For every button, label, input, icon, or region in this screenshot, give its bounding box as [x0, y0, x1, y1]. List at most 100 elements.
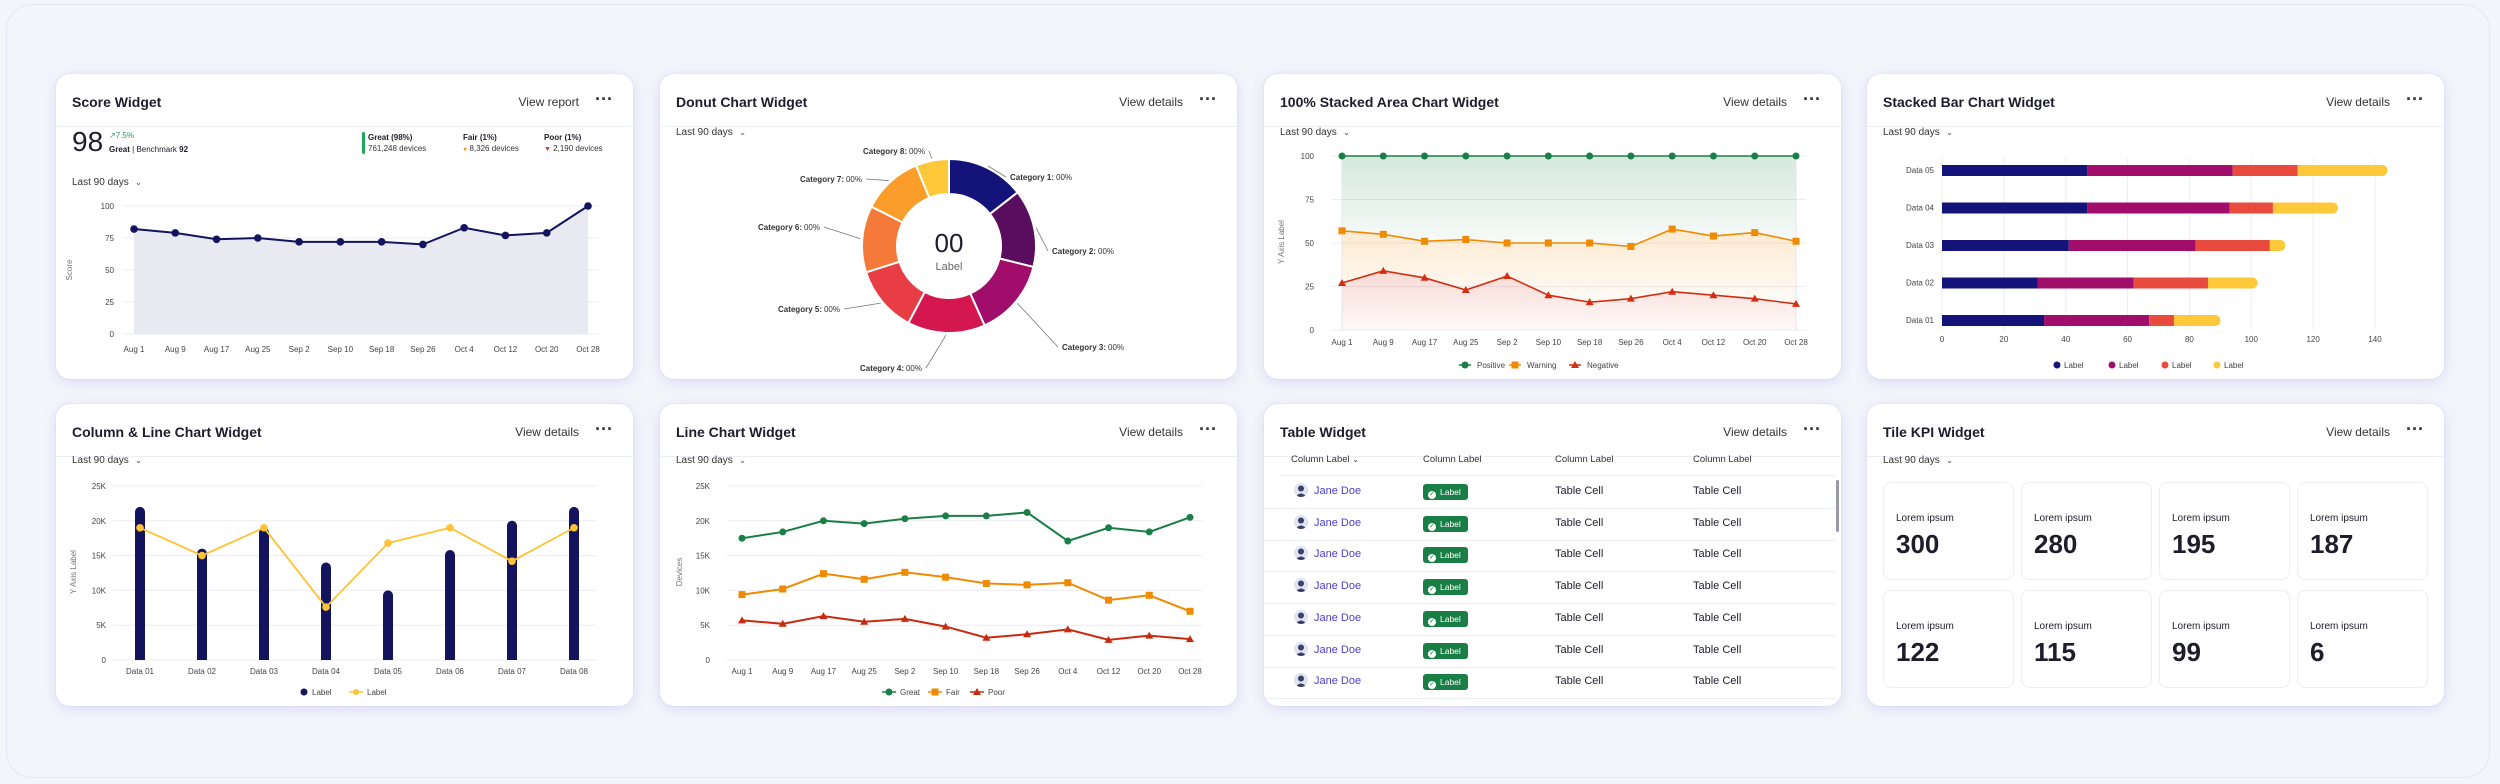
table-header-3[interactable]: Column Label — [1555, 454, 1614, 465]
more-horizontal-icon[interactable]: ··· — [595, 89, 613, 109]
kpi-tile[interactable]: Lorem ipsum 122 — [1883, 590, 2014, 688]
more-horizontal-icon[interactable]: ··· — [1199, 89, 1217, 109]
column-bar-base — [383, 654, 393, 660]
view-details-button[interactable]: View details — [1119, 95, 1183, 109]
table-row[interactable]: Jane Doe ✓ Label Table Cell Table Cell — [1264, 666, 1836, 700]
series-point — [1421, 237, 1429, 245]
series-point — [1792, 152, 1800, 160]
divider — [660, 456, 1237, 457]
view-report-button[interactable]: View report — [518, 95, 579, 109]
x-tick-label: Sep 2 — [894, 667, 915, 676]
person-name-link[interactable]: Jane Doe — [1314, 580, 1362, 593]
period-select[interactable]: Last 90 days ⌄ — [676, 455, 746, 466]
table-row[interactable]: Jane Doe ✓ Label Table Cell Table Cell — [1264, 603, 1836, 636]
period-select[interactable]: Last 90 days ⌄ — [676, 127, 746, 138]
y-tick-label: 50 — [105, 266, 114, 275]
y-tick-label: 10K — [696, 586, 711, 595]
more-horizontal-icon[interactable]: ··· — [595, 419, 613, 439]
score-point — [419, 240, 427, 249]
column-bar — [383, 590, 393, 660]
x-tick-label: Oct 20 — [1137, 667, 1161, 676]
series-point — [1186, 607, 1194, 615]
stacked-bar-segment — [1942, 277, 2038, 289]
more-horizontal-icon[interactable]: ··· — [2406, 419, 2424, 439]
series-point — [819, 517, 827, 525]
person-name-link[interactable]: Jane Doe — [1314, 516, 1362, 529]
kpi-value: 280 — [2034, 529, 2078, 559]
more-horizontal-icon[interactable]: ··· — [1803, 419, 1821, 439]
donut-leader — [843, 302, 881, 310]
period-select[interactable]: Last 90 days ⌄ — [1280, 127, 1350, 138]
table-row[interactable]: Jane Doe ✓ Label Table Cell Table Cell — [1264, 571, 1836, 605]
table-cell: Table Cell — [1555, 643, 1604, 656]
kpi-tile[interactable]: Lorem ipsum 300 — [1883, 482, 2014, 580]
stacked-area-widget-title: 100% Stacked Area Chart Widget — [1280, 94, 1499, 110]
more-horizontal-icon[interactable]: ··· — [2406, 89, 2424, 109]
status-badge-label: Label — [1440, 613, 1461, 624]
period-select[interactable]: Last 90 days ⌄ — [72, 455, 142, 466]
area-band — [1342, 229, 1796, 304]
series-point — [1586, 239, 1594, 247]
table-row[interactable]: Jane Doe ✓ Label Table Cell Table Cell — [1264, 635, 1836, 668]
table-widget: Table Widget View details ··· — [1264, 404, 1841, 706]
donut-leader — [987, 165, 1007, 178]
y-tick-label: 0 — [110, 330, 115, 339]
view-details-button[interactable]: View details — [1119, 425, 1183, 439]
person-name-link[interactable]: Jane Doe — [1314, 611, 1362, 624]
period-label: Last 90 days — [72, 455, 129, 466]
more-horizontal-icon[interactable]: ··· — [1803, 89, 1821, 109]
view-details-button[interactable]: View details — [2326, 425, 2390, 439]
legend-fair: Fair (1%) ● 8,326 devices — [463, 132, 519, 155]
person-name-link[interactable]: Jane Doe — [1314, 675, 1362, 688]
more-horizontal-icon[interactable]: ··· — [1199, 419, 1217, 439]
series-point — [982, 633, 991, 641]
table-cell: Table Cell — [1693, 548, 1742, 561]
legend-marker — [973, 688, 981, 695]
kpi-tile[interactable]: Lorem ipsum 99 — [2159, 590, 2290, 688]
column-bar-base — [135, 654, 145, 660]
donut-slice-label: Category 2: 00% — [1052, 247, 1114, 256]
view-details-button[interactable]: View details — [2326, 95, 2390, 109]
stacked-bar-segment — [1942, 315, 2045, 326]
table-row[interactable]: Jane Doe ✓ Label Table Cell Table Cell — [1264, 476, 1836, 509]
y-tick-label: 15K — [92, 552, 107, 561]
table-row[interactable]: Jane Doe ✓ Label Table Cell Table Cell — [1264, 508, 1836, 541]
legend-poor-label: Poor (1%) — [544, 133, 582, 142]
legend-great: Great (98%) 761,248 devices — [362, 132, 427, 154]
legend-label: Great — [900, 688, 921, 697]
kpi-tile[interactable]: Lorem ipsum 115 — [2021, 590, 2152, 688]
person-name-link[interactable]: Jane Doe — [1314, 548, 1362, 561]
slice-percent: 00% — [824, 305, 840, 314]
kpi-widget: Tile KPI Widget View details ··· Last 90… — [1867, 404, 2444, 706]
table-scrollbar[interactable] — [1836, 480, 1839, 532]
donut-center-label: Label — [936, 261, 963, 273]
table-header-2[interactable]: Column Label — [1423, 454, 1482, 465]
period-select[interactable]: Last 90 days ⌄ — [1883, 455, 1953, 466]
table-header-1[interactable]: Column Label ⌄ — [1291, 454, 1359, 465]
period-select[interactable]: Last 90 days ⌄ — [1883, 127, 1953, 138]
series-point — [1792, 237, 1800, 245]
series-point — [1338, 152, 1346, 160]
view-details-button[interactable]: View details — [515, 425, 579, 439]
kpi-label: Lorem ipsum — [2034, 513, 2092, 524]
view-details-button[interactable]: View details — [1723, 95, 1787, 109]
person-name-link[interactable]: Jane Doe — [1314, 485, 1362, 497]
donut-leader — [1035, 227, 1049, 252]
table-header-4[interactable]: Column Label — [1693, 454, 1752, 465]
kpi-tile[interactable]: Lorem ipsum 6 — [2297, 590, 2428, 688]
series-point — [1668, 287, 1677, 295]
table-row[interactable]: Jane Doe ✓ Label Table Cell Table Cell — [1264, 539, 1836, 573]
kpi-tile[interactable]: Lorem ipsum 280 — [2021, 482, 2152, 580]
x-tick-label: Oct 12 — [1702, 338, 1726, 347]
period-select[interactable]: Last 90 days ⌄ — [72, 177, 142, 188]
legend-great-value: 761,248 devices — [368, 144, 427, 153]
kpi-tile[interactable]: Lorem ipsum 187 — [2297, 482, 2428, 580]
x-tick-label: Aug 25 — [245, 345, 271, 354]
kpi-tile[interactable]: Lorem ipsum 195 — [2159, 482, 2290, 580]
chevron-down-icon: ⌄ — [1342, 127, 1351, 137]
person-name-link[interactable]: Jane Doe — [1314, 643, 1362, 656]
column-line-widget-title: Column & Line Chart Widget — [72, 424, 262, 440]
view-details-button[interactable]: View details — [1723, 425, 1787, 439]
series-point — [779, 585, 787, 593]
great-marker — [362, 132, 365, 154]
